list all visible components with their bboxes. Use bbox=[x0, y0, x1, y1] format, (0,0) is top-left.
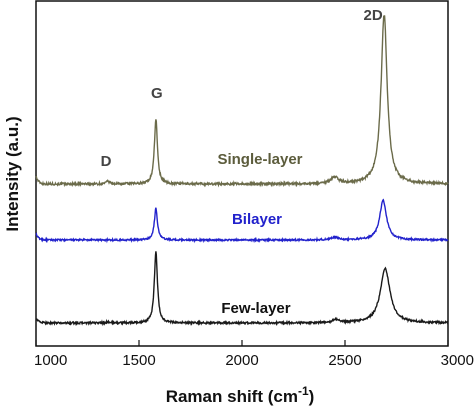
x-tick-label: 3000 bbox=[441, 352, 474, 369]
x-axis-ticks: 1000 1500 2000 2500 3000 bbox=[34, 340, 474, 369]
x-axis-title-sup: -1 bbox=[298, 384, 309, 398]
y-axis-title: Intensity (a.u.) bbox=[3, 116, 22, 231]
series-line-few-layer bbox=[35, 251, 449, 327]
x-axis-title: Raman shift (cm-1) bbox=[166, 384, 315, 406]
x-tick-label: 1000 bbox=[34, 352, 67, 369]
x-axis-title-main: Raman shift (cm bbox=[166, 387, 298, 406]
x-axis-title-close: ) bbox=[309, 387, 315, 406]
x-tick-label: 1500 bbox=[122, 352, 155, 369]
annotations: Single-layer Bilayer Few-layer D G 2D bbox=[101, 7, 383, 317]
x-tick-label: 2000 bbox=[225, 352, 258, 369]
x-tick-label: 2500 bbox=[328, 352, 361, 369]
spectra bbox=[35, 15, 449, 327]
series-label-few-layer: Few-layer bbox=[221, 300, 290, 317]
peak-label-g: G bbox=[151, 85, 163, 102]
peak-label-2d: 2D bbox=[364, 7, 383, 24]
series-line-single-layer bbox=[35, 15, 449, 188]
series-label-bilayer: Bilayer bbox=[232, 211, 282, 228]
peak-label-d: D bbox=[101, 153, 112, 170]
series-label-single-layer: Single-layer bbox=[217, 151, 302, 168]
series-line-bilayer bbox=[35, 198, 449, 244]
